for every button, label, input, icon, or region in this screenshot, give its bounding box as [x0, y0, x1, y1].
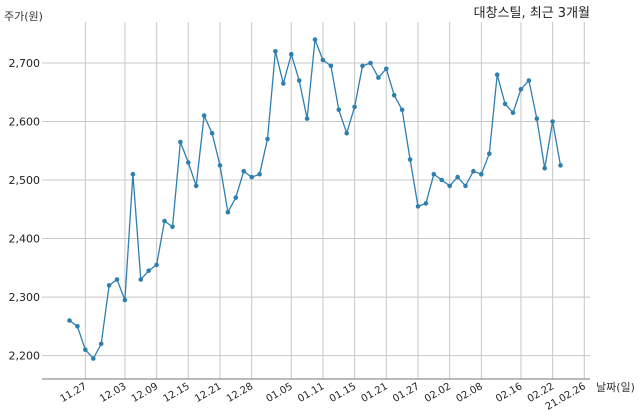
data-point — [344, 130, 350, 136]
data-point — [336, 107, 342, 113]
data-point — [67, 318, 72, 323]
y-tick-labels: 2,200 2,300 2,400 2,500 2,600 2,700 — [9, 57, 41, 363]
data-point — [114, 277, 120, 282]
data-point — [391, 92, 397, 98]
data-point — [328, 63, 334, 69]
data-point — [463, 183, 468, 189]
data-point — [510, 110, 516, 115]
y-tick-label: 2,400 — [9, 233, 41, 246]
data-point — [518, 87, 524, 92]
y-tick-label: 2,500 — [9, 174, 41, 187]
x-tick-label: 01.11 — [296, 381, 326, 405]
x-tick-label: 01.27 — [391, 381, 421, 405]
data-point — [360, 63, 365, 69]
data-point — [98, 341, 104, 347]
data-point — [257, 171, 262, 177]
data-point — [494, 72, 500, 77]
data-point — [502, 101, 508, 107]
data-point — [138, 277, 144, 282]
data-point — [487, 151, 492, 156]
data-point — [162, 218, 167, 224]
data-point — [146, 268, 151, 274]
x-tick-label: 12.28 — [225, 381, 255, 405]
x-tick-label: 11.27 — [59, 381, 89, 405]
data-point — [217, 163, 223, 168]
data-point — [130, 171, 136, 177]
data-point — [170, 224, 175, 230]
data-point — [178, 139, 183, 145]
series-line — [69, 39, 562, 360]
data-point — [265, 136, 270, 142]
data-point — [273, 49, 278, 54]
data-point — [376, 75, 381, 80]
data-point — [75, 324, 80, 329]
x-tick-label: 12.03 — [98, 381, 128, 405]
data-point — [368, 60, 373, 66]
data-point — [281, 81, 286, 86]
x-tick-labels: 11.27 12.03 12.09 12.15 12.21 12.28 01.05 01.11… — [59, 381, 588, 413]
data-point — [106, 283, 112, 288]
data-point — [289, 51, 294, 57]
data-point — [550, 119, 555, 124]
x-axis-label: 날짜(일) — [596, 380, 635, 394]
data-point — [447, 183, 453, 189]
data-point — [91, 356, 96, 361]
data-point — [479, 171, 484, 177]
data-point — [241, 168, 246, 174]
data-point — [122, 297, 128, 303]
data-point — [439, 177, 445, 183]
grid-lines — [42, 22, 590, 379]
data-point — [526, 78, 532, 83]
data-point — [423, 201, 429, 206]
data-point — [431, 171, 437, 177]
x-tick-label: 12.09 — [130, 381, 160, 405]
chart-title: 대창스틸, 최근 3개월 — [474, 6, 590, 21]
data-point — [304, 116, 310, 121]
data-point — [233, 195, 239, 200]
data-point — [399, 107, 405, 113]
x-tick-label: 12.21 — [193, 381, 223, 405]
y-tick-label: 2,600 — [9, 115, 41, 128]
data-point — [312, 37, 318, 42]
data-point — [83, 347, 88, 353]
data-point — [193, 183, 199, 189]
x-tick-label: 01.15 — [328, 381, 358, 405]
data-point — [455, 174, 460, 180]
y-tick-label: 2,200 — [9, 350, 41, 363]
data-point — [407, 157, 413, 162]
data-point — [542, 166, 547, 171]
data-point — [225, 209, 231, 215]
data-point — [471, 168, 476, 174]
data-point — [558, 163, 563, 168]
y-tick-label: 2,300 — [9, 291, 41, 304]
data-point — [201, 113, 207, 118]
data-point — [320, 57, 326, 63]
data-point — [352, 104, 357, 110]
x-tick-label: 02.02 — [423, 381, 453, 405]
y-tick-label: 2,700 — [9, 57, 41, 70]
x-tick-label: 02.08 — [455, 381, 485, 405]
x-tick-label: 12.15 — [161, 381, 191, 405]
data-point — [296, 78, 302, 83]
y-axis-label: 주가(원) — [4, 10, 43, 23]
data-point — [534, 116, 540, 121]
data-point — [209, 130, 215, 136]
data-point — [186, 160, 191, 165]
x-tick-label: 02.16 — [494, 381, 524, 405]
data-point — [384, 66, 389, 72]
data-point — [249, 174, 254, 180]
price-series — [67, 37, 563, 361]
x-tick-label: 01.05 — [264, 381, 294, 405]
x-tick-label: 01.21 — [359, 381, 389, 405]
data-point — [154, 262, 159, 268]
data-point — [415, 204, 421, 209]
